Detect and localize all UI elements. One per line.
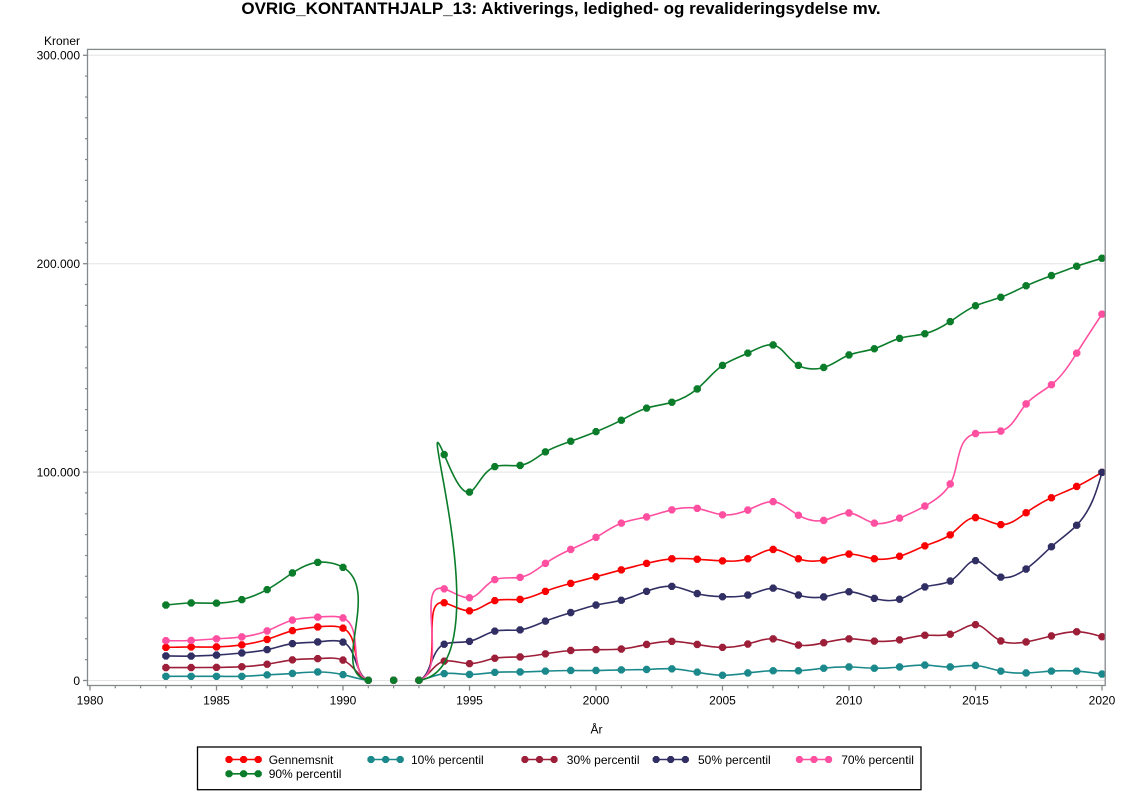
svg-text:200.000: 200.000 [37, 257, 81, 271]
svg-text:År: År [591, 722, 603, 737]
svg-text:100.000: 100.000 [37, 465, 81, 479]
svg-text:Kroner: Kroner [44, 34, 80, 48]
svg-text:1995: 1995 [456, 694, 483, 708]
svg-text:0: 0 [73, 674, 80, 688]
svg-text:OVRIG_KONTANTHJALP_13: Aktiver: OVRIG_KONTANTHJALP_13: Aktiverings, ledi… [241, 0, 880, 18]
svg-text:1990: 1990 [330, 694, 357, 708]
svg-text:2000: 2000 [583, 694, 610, 708]
svg-text:1985: 1985 [203, 694, 230, 708]
svg-text:50% percentil: 50% percentil [698, 753, 771, 767]
svg-text:30% percentil: 30% percentil [567, 753, 640, 767]
svg-text:2020: 2020 [1089, 694, 1116, 708]
svg-text:2010: 2010 [836, 694, 863, 708]
svg-text:70% percentil: 70% percentil [841, 753, 914, 767]
svg-text:1980: 1980 [77, 694, 104, 708]
svg-text:2015: 2015 [962, 694, 989, 708]
svg-text:90% percentil: 90% percentil [269, 767, 342, 781]
svg-text:2005: 2005 [709, 694, 736, 708]
svg-text:10% percentil: 10% percentil [411, 753, 484, 767]
svg-text:300.000: 300.000 [37, 49, 81, 63]
svg-text:Gennemsnit: Gennemsnit [269, 753, 334, 767]
